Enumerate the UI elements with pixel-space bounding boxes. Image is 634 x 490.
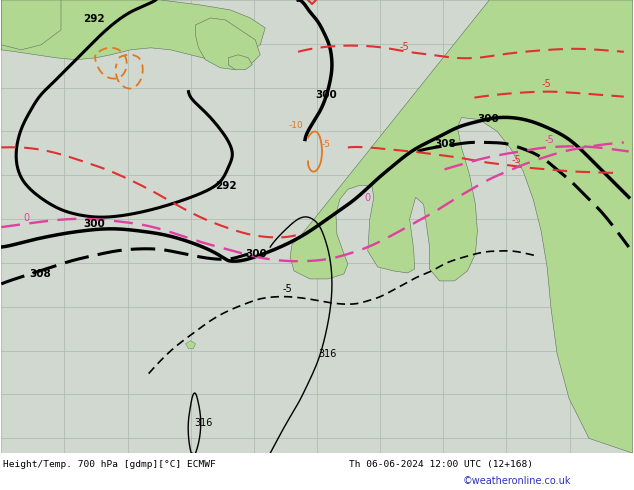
Text: 300: 300	[83, 219, 105, 229]
Text: 300: 300	[245, 249, 267, 259]
Text: -5: -5	[399, 42, 410, 52]
Polygon shape	[1, 0, 61, 50]
Polygon shape	[290, 0, 633, 453]
Polygon shape	[195, 18, 260, 70]
Text: 308: 308	[434, 140, 456, 149]
Text: 300: 300	[315, 90, 337, 99]
Text: 308: 308	[29, 269, 51, 279]
Text: -5: -5	[541, 79, 551, 89]
Text: 180E  170E   180  170W  160W  150W  140W  130W  120W  110W  100W  90W: 180E 170E 180 170W 160W 150W 140W 130W 1…	[0, 460, 355, 468]
Polygon shape	[228, 55, 252, 70]
Text: -5: -5	[282, 284, 292, 294]
Text: 0: 0	[365, 193, 371, 203]
Text: Th 06-06-2024 12:00 UTC (12+168): Th 06-06-2024 12:00 UTC (12+168)	[349, 460, 533, 469]
Text: 292: 292	[83, 14, 105, 24]
Text: ©weatheronline.co.uk: ©weatheronline.co.uk	[463, 476, 571, 486]
Text: -10: -10	[288, 121, 303, 129]
Text: Height/Temp. 700 hPa [gdmp][°C] ECMWF: Height/Temp. 700 hPa [gdmp][°C] ECMWF	[3, 460, 216, 469]
Text: -5: -5	[322, 141, 331, 149]
Text: -5: -5	[544, 135, 554, 146]
Polygon shape	[1, 0, 265, 60]
Text: 0: 0	[23, 213, 29, 223]
Text: 300: 300	[477, 114, 499, 123]
Text: 316: 316	[318, 348, 337, 359]
Polygon shape	[186, 341, 195, 349]
Text: -5: -5	[511, 155, 521, 165]
Text: 316: 316	[195, 418, 213, 428]
Text: 292: 292	[216, 181, 237, 191]
